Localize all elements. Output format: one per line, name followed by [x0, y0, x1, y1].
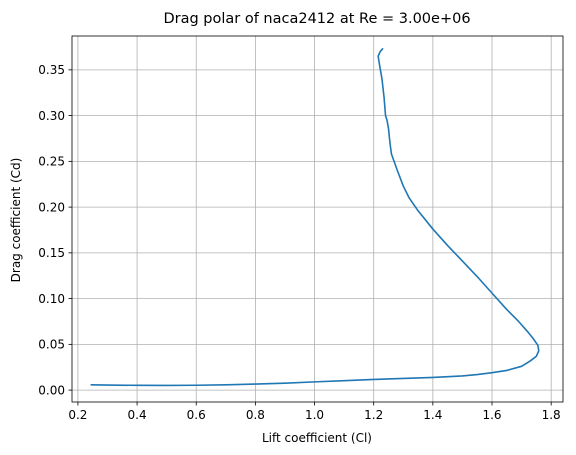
y-tick-label: 0.00 — [38, 383, 65, 397]
x-tick-label: 0.6 — [187, 408, 206, 422]
y-tick-label: 0.15 — [38, 246, 65, 260]
x-tick-label: 1.6 — [482, 408, 501, 422]
y-tick-label: 0.10 — [38, 292, 65, 306]
y-tick-label: 0.25 — [38, 155, 65, 169]
y-tick-label: 0.35 — [38, 63, 65, 77]
x-tick-label: 0.4 — [128, 408, 147, 422]
x-axis-label: Lift coefficient (Cl) — [262, 431, 372, 445]
x-axis-ticks: 0.2 0.4 0.6 0.8 1.0 1.2 1.4 1.6 1.8 — [68, 402, 561, 422]
y-tick-label: 0.20 — [38, 200, 65, 214]
grid — [72, 36, 563, 402]
x-tick-label: 1.2 — [364, 408, 383, 422]
x-tick-label: 0.2 — [68, 408, 87, 422]
plot-series — [90, 48, 540, 387]
chart-title: Drag polar of naca2412 at Re = 3.00e+06 — [163, 11, 470, 27]
y-axis-label: Drag coefficient (Cd) — [9, 158, 23, 283]
series-line-0 — [90, 48, 540, 387]
x-tick-label: 1.4 — [423, 408, 442, 422]
y-tick-label: 0.05 — [38, 338, 65, 352]
y-tick-label: 0.30 — [38, 109, 65, 123]
x-tick-label: 1.0 — [305, 408, 324, 422]
x-tick-label: 1.8 — [542, 408, 561, 422]
y-axis-ticks: 0.00 0.05 0.10 0.15 0.20 0.25 0.30 0.35 — [38, 63, 72, 397]
x-tick-label: 0.8 — [246, 408, 265, 422]
plot-frame — [71, 35, 564, 403]
